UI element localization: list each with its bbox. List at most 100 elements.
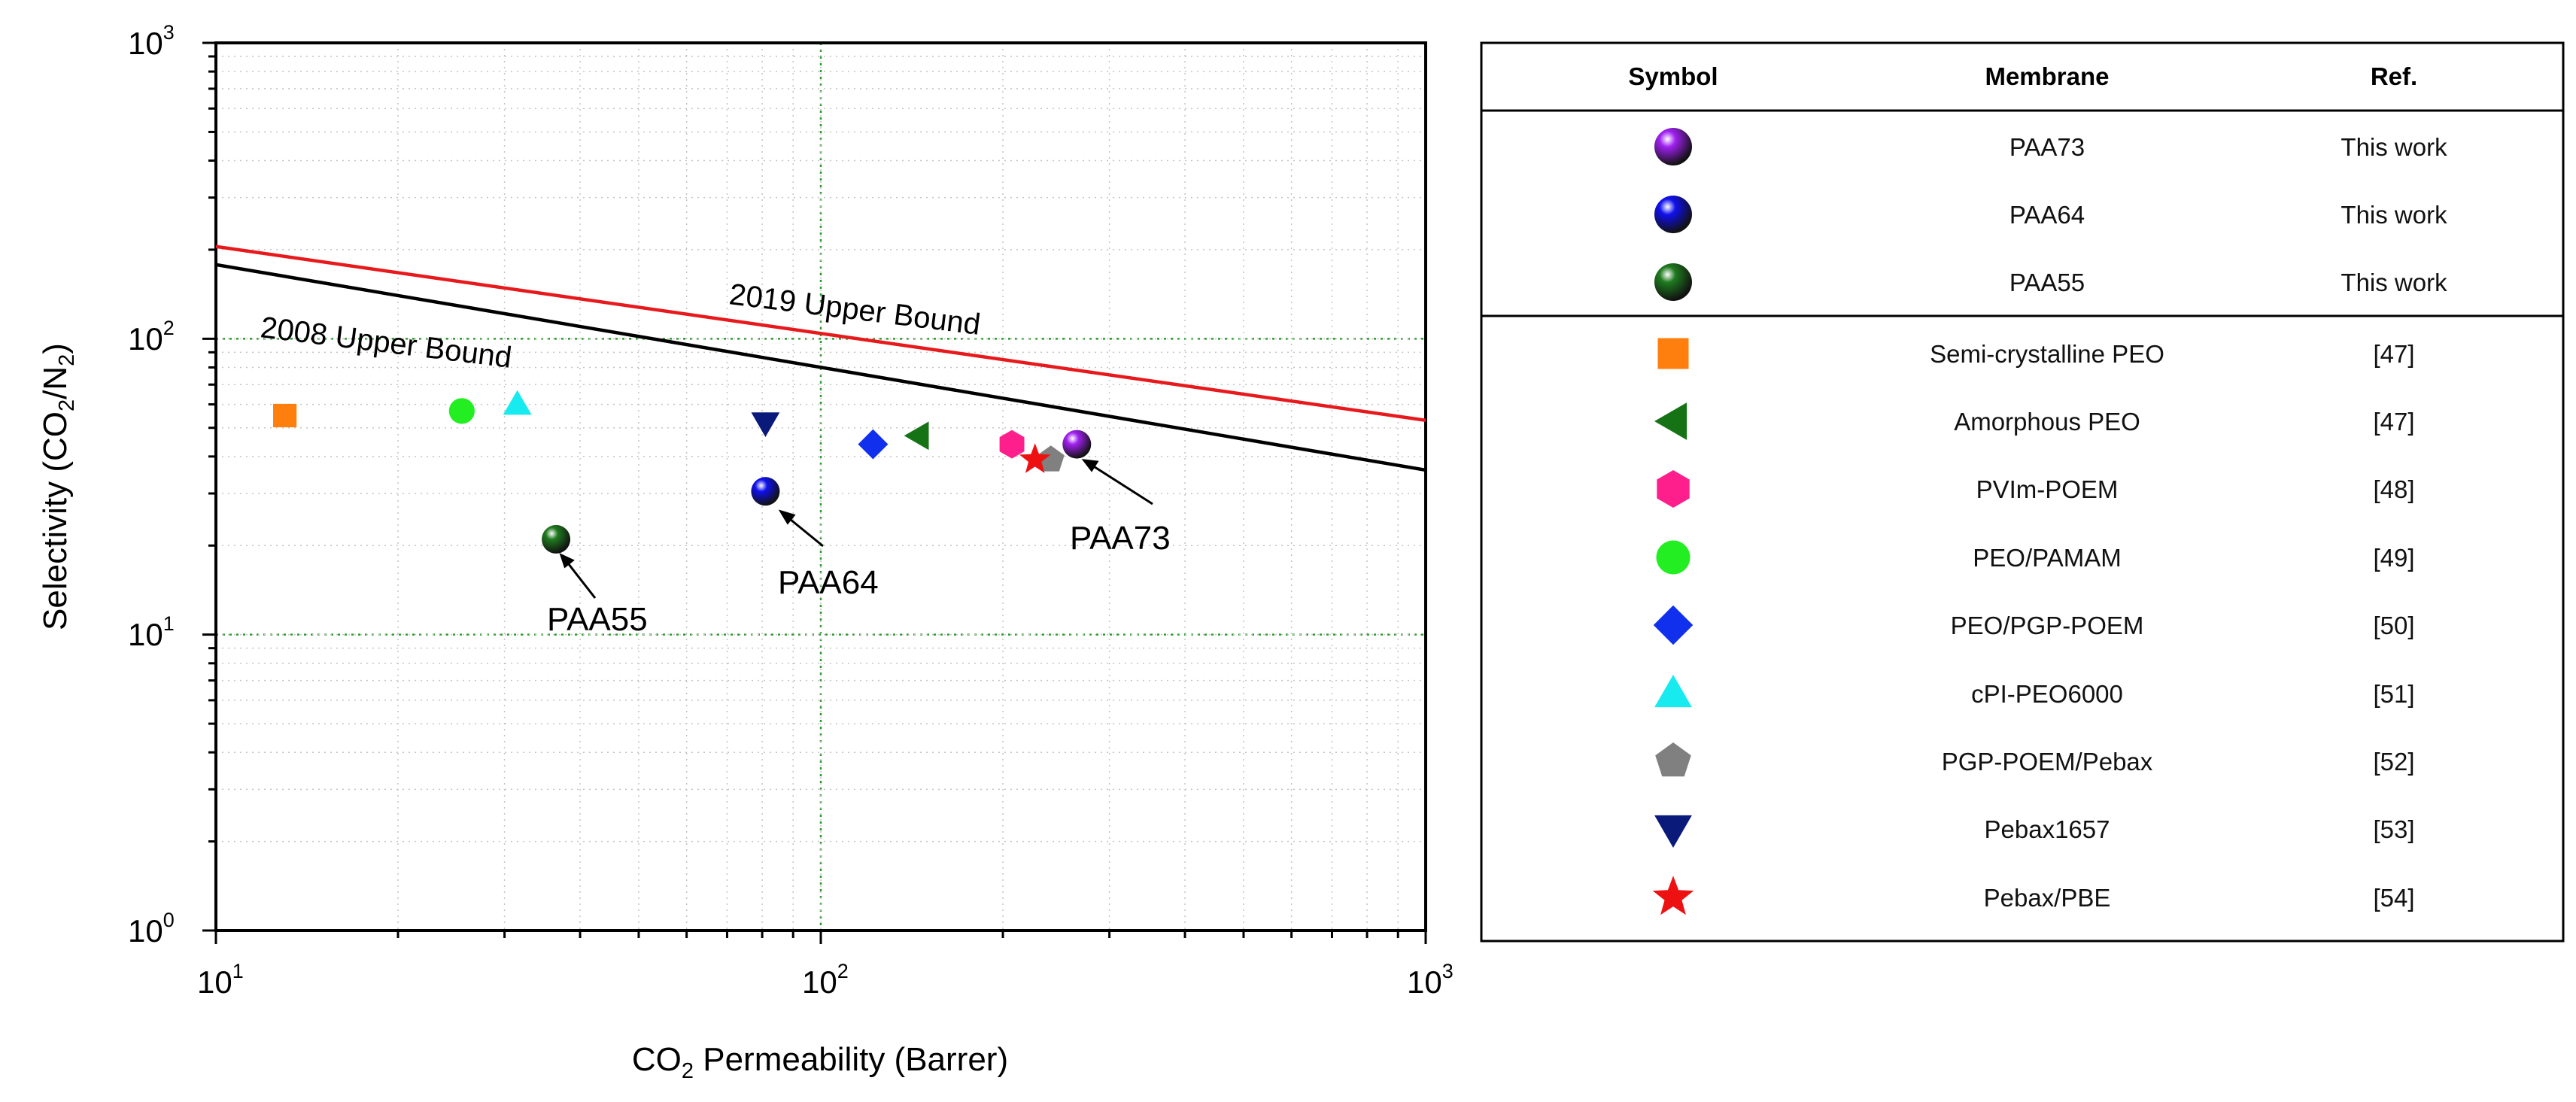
- legend-ref-cpi-peo6000: [51]: [2373, 680, 2414, 708]
- legend-symbol-semi-crystalline-peo-shape: [1657, 338, 1689, 369]
- point-pvim-poem-shape: [999, 430, 1025, 459]
- y-tick-label-10: 101: [128, 612, 175, 652]
- upper-bound-2019-label: 2019 Upper Bound: [728, 278, 983, 342]
- legend-ref-pebax1657: [53]: [2373, 815, 2414, 843]
- point-peo-pgp-poem: [858, 429, 889, 460]
- legend-symbol-pvim-poem-shape: [1657, 470, 1690, 508]
- legend-row-semi-crystalline-peo: Semi-crystalline PEO [47]: [1657, 338, 2415, 369]
- legend-row-amorphous-peo: Amorphous PEO [47]: [1654, 402, 2415, 440]
- legend-membrane-pgp-poem-pebax: PGP-POEM/Pebax: [1942, 748, 2153, 776]
- point-pvim-poem: [999, 430, 1025, 459]
- x-tick-label-1000: 103: [1407, 960, 1454, 1000]
- annotation-paa73: PAA73: [1070, 520, 1171, 557]
- legend-symbol-cpi-peo6000: [1654, 675, 1692, 708]
- legend-ref-pebax-pbe: [54]: [2373, 884, 2414, 912]
- point-peo-pgp-poem-shape: [858, 429, 889, 460]
- x-tick-label-100: 102: [802, 960, 849, 1000]
- legend-ref-paa64: This work: [2341, 201, 2447, 229]
- legend-symbol-paa73-shape: [1654, 128, 1692, 165]
- point-paa73: [1062, 430, 1092, 459]
- legend-ref-paa55: This work: [2341, 269, 2447, 296]
- point-paa55: [542, 524, 571, 554]
- legend-symbol-pgp-poem-pebax-shape: [1655, 742, 1691, 777]
- legend-membrane-paa73: PAA73: [2009, 133, 2085, 161]
- annotation-arrows: [559, 459, 1153, 599]
- legend-row-paa55: PAA55 This work: [1654, 263, 2447, 301]
- point-peo-pamam-shape: [448, 398, 475, 424]
- y-tick-label-100: 102: [128, 317, 175, 357]
- legend-membrane-paa64: PAA64: [2009, 201, 2085, 229]
- legend-ref-amorphous-peo: [47]: [2373, 408, 2414, 436]
- point-paa64: [751, 477, 780, 506]
- y-tick-label-1: 100: [128, 909, 175, 949]
- point-cpi-peo6000-shape: [503, 390, 532, 415]
- point-amorphous-peo-shape: [904, 421, 929, 451]
- point-cpi-peo6000: [503, 390, 532, 415]
- legend-membrane-peo-pamam: PEO/PAMAM: [1973, 544, 2121, 572]
- point-amorphous-peo: [904, 421, 929, 451]
- annotation-paa64: PAA64: [778, 564, 879, 601]
- legend-membrane-semi-crystalline-peo: Semi-crystalline PEO: [1930, 340, 2164, 368]
- upper-bound-2008-line: [216, 263, 1426, 472]
- data-points: [273, 390, 1092, 554]
- point-pebax1657: [751, 412, 780, 437]
- x-axis-title: CO2 Permeability (Barrer): [632, 1041, 1008, 1083]
- point-pgp-poem-pebax-shape: [1037, 445, 1065, 472]
- legend-symbol-semi-crystalline-peo: [1657, 338, 1689, 369]
- legend-membrane-pebax1657: Pebax1657: [1985, 815, 2110, 843]
- point-paa55-shape: [542, 524, 571, 554]
- legend-rows: PAA73 This work PAA64 This work PAA55 This wo…: [1652, 128, 2447, 915]
- legend-membrane-pebax-pbe: Pebax/PBE: [1984, 884, 2111, 912]
- legend-membrane-amorphous-peo: Amorphous PEO: [1954, 408, 2140, 436]
- legend-symbol-peo-pgp-poem-shape: [1653, 605, 1694, 645]
- point-pebax-pbe: [1019, 443, 1051, 473]
- legend-row-pebax1657: Pebax1657 [53]: [1654, 815, 2415, 848]
- legend-symbol-pvim-poem: [1657, 470, 1690, 508]
- legend-ref-semi-crystalline-peo: [47]: [2373, 340, 2414, 368]
- legend-row-peo-pgp-poem: PEO/PGP-POEM [50]: [1653, 605, 2415, 645]
- legend-ref-peo-pamam: [49]: [2373, 544, 2414, 572]
- point-pgp-poem-pebax: [1037, 445, 1065, 472]
- grid: [216, 41, 1427, 930]
- legend-header-symbol: Symbol: [1628, 62, 1718, 90]
- legend-symbol-pgp-poem-pebax: [1655, 742, 1691, 777]
- upper-bound-2008-label: 2008 Upper Bound: [259, 311, 514, 375]
- legend-membrane-cpi-peo6000: cPI-PEO6000: [1971, 680, 2123, 708]
- legend-symbol-paa64: [1654, 196, 1692, 233]
- legend-table: Symbol Membrane Ref. PAA73 This workPAA64…: [1480, 41, 2565, 943]
- legend-symbol-paa64-shape: [1654, 196, 1692, 233]
- legend-header-ref: Ref.: [2371, 62, 2417, 90]
- legend-membrane-pvim-poem: PVIm-POEM: [1976, 475, 2119, 503]
- x-tick-label-10: 101: [197, 960, 244, 1000]
- legend-symbol-peo-pgp-poem: [1653, 605, 1694, 645]
- legend-row-paa64: PAA64 This work: [1654, 196, 2447, 233]
- legend-membrane-paa55: PAA55: [2009, 269, 2085, 296]
- legend-symbol-peo-pamam: [1656, 540, 1690, 575]
- legend-symbol-pebax1657-shape: [1654, 815, 1692, 848]
- legend-membrane-peo-pgp-poem: PEO/PGP-POEM: [1951, 612, 2144, 639]
- y-tick-label-1000: 103: [128, 21, 175, 61]
- legend-symbol-paa55-shape: [1654, 263, 1692, 301]
- y-axis-title: Selectivity (CO2/N2): [37, 343, 79, 630]
- legend-symbol-pebax-pbe: [1652, 876, 1694, 915]
- legend-header-membrane: Membrane: [1985, 62, 2109, 90]
- point-peo-pamam: [448, 398, 475, 424]
- upper-bound-2019-line: [216, 244, 1426, 423]
- point-paa73-shape: [1062, 430, 1092, 459]
- axis-ticks: [202, 41, 1427, 944]
- legend-symbol-amorphous-peo-shape: [1654, 402, 1687, 440]
- legend-ref-pvim-poem: [48]: [2373, 475, 2414, 503]
- legend-symbol-peo-pamam-shape: [1656, 540, 1690, 575]
- legend-symbol-amorphous-peo: [1654, 402, 1687, 440]
- legend-row-cpi-peo6000: cPI-PEO6000 [51]: [1654, 675, 2415, 708]
- legend-symbol-pebax1657: [1654, 815, 1692, 848]
- point-pebax-pbe-shape: [1019, 443, 1051, 473]
- legend-ref-pgp-poem-pebax: [52]: [2373, 748, 2414, 776]
- legend-symbol-pebax-pbe-shape: [1652, 876, 1694, 915]
- point-semi-crystalline-peo: [273, 403, 297, 428]
- legend-row-pvim-poem: PVIm-POEM [48]: [1657, 470, 2415, 508]
- legend-symbol-cpi-peo6000-shape: [1654, 675, 1692, 708]
- legend-row-peo-pamam: PEO/PAMAM [49]: [1656, 540, 2415, 575]
- point-paa64-shape: [751, 477, 780, 506]
